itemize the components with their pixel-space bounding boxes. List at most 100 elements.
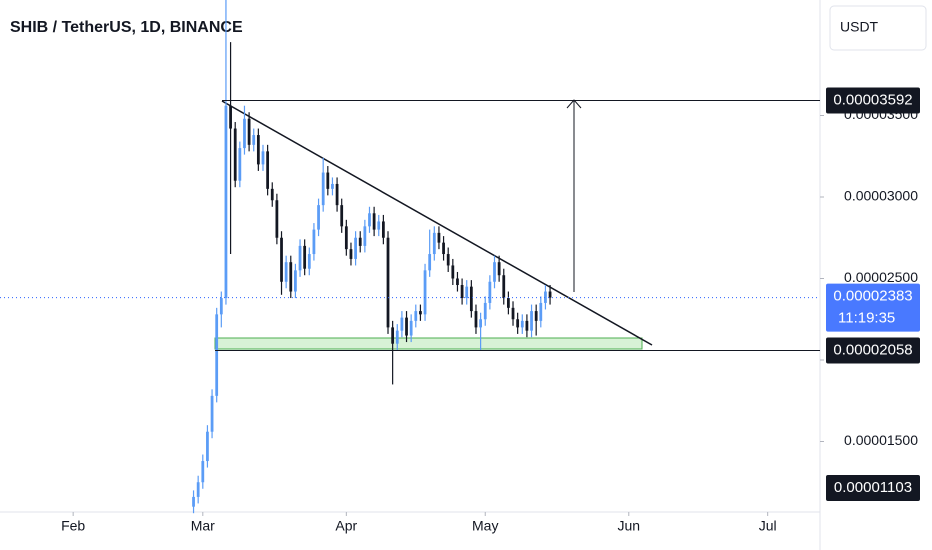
- candle-body: [525, 320, 529, 331]
- candle-body: [493, 262, 496, 282]
- candle-body: [321, 172, 325, 206]
- currency-button-label[interactable]: USDT: [840, 19, 879, 35]
- candle-body: [275, 200, 279, 238]
- trend-line: [221, 100, 653, 346]
- currency-button[interactable]: [829, 5, 927, 51]
- candle-body: [256, 135, 260, 165]
- price-tag-label: 0.00003592: [833, 91, 912, 108]
- x-tick-label: Jun: [617, 518, 640, 534]
- candle-body: [368, 213, 371, 227]
- candle-body: [219, 298, 223, 315]
- candle-body: [442, 242, 445, 255]
- y-tick-label: 0.00002500: [844, 269, 918, 285]
- candle-body: [465, 286, 469, 299]
- candle-body: [349, 249, 353, 259]
- candle-body: [511, 307, 515, 320]
- candle-body: [307, 254, 311, 269]
- price-tag-label: 0.00002058: [833, 342, 912, 359]
- candle-body: [266, 151, 270, 189]
- candle-body: [298, 245, 302, 271]
- candle-body: [289, 262, 293, 292]
- candle-body: [303, 245, 307, 269]
- candle-body: [409, 320, 413, 336]
- candle-body: [460, 285, 464, 299]
- candle-body: [446, 254, 450, 266]
- candle-body: [516, 319, 520, 328]
- candle-body: [386, 237, 390, 328]
- candle-body: [261, 151, 265, 165]
- candle-body: [238, 148, 242, 181]
- candle-body: [317, 205, 320, 230]
- candle-body: [233, 128, 237, 181]
- x-tick-label: Mar: [191, 518, 215, 534]
- candle-body: [507, 298, 510, 308]
- candle-body: [414, 311, 418, 321]
- candle-body: [312, 229, 316, 255]
- candle-body: [206, 431, 209, 462]
- candle-body: [243, 118, 246, 149]
- candle-body: [280, 237, 283, 282]
- candle-body: [381, 221, 385, 238]
- y-tick-label: 0.00003000: [844, 188, 918, 204]
- price-tag: [826, 475, 920, 501]
- last-price-tag: [826, 283, 920, 332]
- candle-body: [432, 232, 436, 255]
- candle-body: [294, 270, 297, 292]
- candle-body: [488, 281, 492, 303]
- x-tick-label: Feb: [61, 518, 85, 534]
- arrow-head: [566, 99, 582, 109]
- candle-body: [474, 311, 478, 328]
- candle-body: [405, 317, 408, 336]
- x-tick-label: Jul: [759, 518, 777, 534]
- x-tick-label: May: [472, 518, 498, 534]
- candle-body: [456, 278, 459, 286]
- candle-body: [539, 302, 543, 321]
- candle-body: [423, 270, 427, 315]
- candle-body: [391, 327, 395, 344]
- candle-body: [469, 286, 473, 312]
- candle-body: [377, 221, 381, 230]
- candle-body: [201, 461, 205, 483]
- candle-body: [344, 226, 348, 250]
- candle-body: [497, 262, 501, 276]
- candle-body: [340, 205, 344, 227]
- candle-body: [428, 254, 432, 271]
- candle-body: [479, 319, 482, 328]
- candle-body: [215, 314, 219, 396]
- candle-body: [326, 172, 330, 189]
- price-tag-label: 0.00001103: [834, 479, 912, 496]
- last-price-label: 0.00002383: [833, 288, 912, 305]
- candle-body: [363, 226, 367, 246]
- candle-body: [437, 232, 441, 243]
- candle-body: [483, 302, 487, 320]
- chart-title: SHIB / TetherUS, 1D, BINANCE: [10, 19, 243, 36]
- support-zone: [214, 337, 643, 350]
- x-tick-label: Apr: [335, 518, 357, 534]
- candle-body: [331, 183, 334, 189]
- candle-body: [335, 183, 339, 206]
- y-tick-label: 0.00001500: [844, 432, 918, 448]
- candle-body: [224, 105, 228, 299]
- candle-body: [502, 275, 506, 299]
- candle-body: [270, 188, 274, 201]
- candle-body: [247, 118, 251, 145]
- candle-body: [400, 317, 404, 331]
- candle-body: [358, 237, 362, 246]
- candle-body: [451, 265, 455, 279]
- candle-body: [372, 213, 376, 230]
- candle-body: [544, 291, 547, 303]
- candle-body: [548, 291, 552, 298]
- countdown-label: 11:19:35: [838, 310, 895, 327]
- candle-body: [196, 482, 200, 497]
- candle-body: [520, 320, 524, 328]
- candle-body: [284, 262, 288, 282]
- candle-body: [210, 395, 214, 432]
- candle-body: [252, 135, 256, 145]
- candle-body: [354, 237, 357, 259]
- candle-body: [229, 105, 232, 129]
- candle-body: [534, 311, 538, 321]
- price-tag: [826, 337, 920, 364]
- candle-body: [395, 330, 399, 344]
